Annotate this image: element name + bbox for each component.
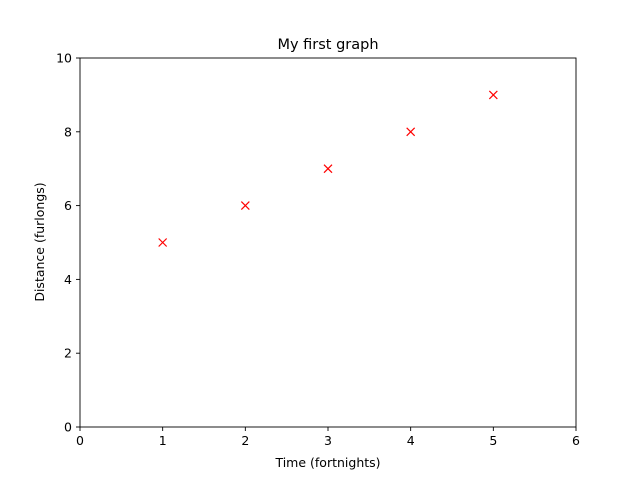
- y-tick-label: 8: [64, 124, 72, 139]
- data-markers: [158, 90, 498, 247]
- x-tick-label: 4: [407, 433, 415, 448]
- x-tick-label: 6: [572, 433, 580, 448]
- data-point: [240, 201, 250, 211]
- x-tick-label: 0: [76, 433, 84, 448]
- axes-frame: [79, 57, 577, 428]
- plot-area: [79, 57, 577, 428]
- x-axis-ticks: 0 1 2 3 4 5 6: [76, 427, 580, 448]
- data-point: [158, 238, 168, 247]
- y-tick-label: 4: [64, 272, 72, 287]
- x-tick-label: 2: [241, 433, 249, 448]
- y-tick-label: 0: [64, 420, 72, 435]
- y-axis-label: Distance (furlongs): [32, 182, 47, 301]
- y-tick-label: 6: [64, 198, 72, 213]
- x-tick-label: 3: [324, 433, 332, 448]
- x-tick-label: 5: [489, 433, 497, 448]
- data-point: [406, 127, 416, 137]
- data-point: [488, 90, 498, 100]
- x-tick-label: 1: [159, 433, 167, 448]
- y-tick-label: 2: [64, 346, 72, 361]
- x-axis-label: Time (fortnights): [274, 455, 380, 470]
- data-point: [323, 164, 333, 174]
- y-axis-ticks: 0 2 4 6 8 10: [56, 51, 80, 435]
- chart-title: My first graph: [277, 37, 378, 53]
- y-tick-label: 10: [56, 51, 72, 66]
